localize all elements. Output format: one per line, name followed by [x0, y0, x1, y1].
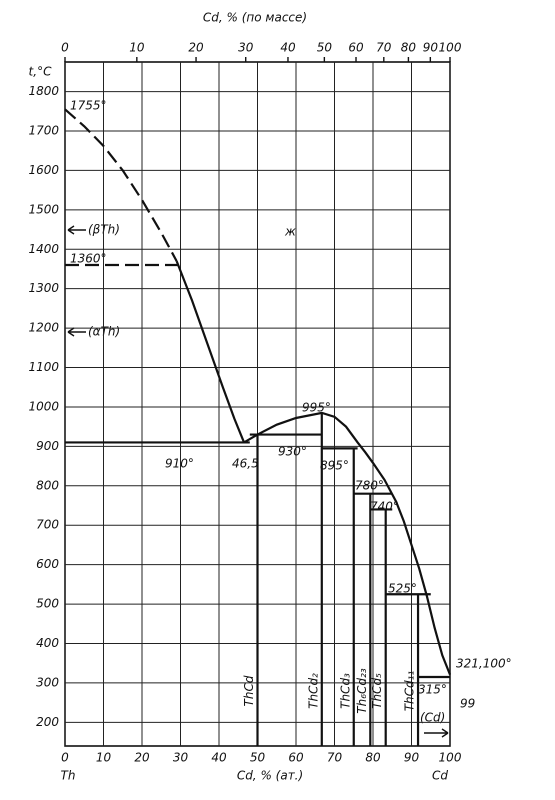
annotation: 930° — [278, 445, 307, 459]
x2-tick-label: 10 — [129, 41, 145, 55]
y-tick-label: 800 — [36, 478, 59, 492]
x2-tick-label: 90 — [423, 41, 439, 55]
x2-axis-label: Cd, % (по массе) — [203, 11, 307, 25]
y-tick-label: 700 — [36, 518, 59, 532]
arrow — [67, 225, 86, 235]
x2-tick-label: 100 — [439, 41, 462, 55]
compound-label: ThCd₅ — [370, 673, 384, 709]
y-tick-label: 200 — [36, 715, 59, 729]
x2-tick-label: 60 — [348, 41, 364, 55]
x2-tick-label: 20 — [188, 41, 204, 55]
phase-line — [243, 411, 452, 676]
x2-tick-label: 30 — [238, 41, 254, 55]
x-tick-label: 10 — [96, 751, 112, 765]
y-tick-label: 1000 — [28, 399, 59, 413]
y-tick-label: 1200 — [28, 321, 59, 335]
x2-tick-label: 70 — [376, 41, 392, 55]
x-tick-label: 50 — [250, 751, 266, 765]
phase-line — [64, 108, 178, 262]
compound-label: ThCd₃ — [338, 673, 352, 709]
compound-label: Th₆Cd₂₃ — [355, 668, 369, 714]
x2-tick-label: 80 — [401, 41, 417, 55]
y-tick-label: 1300 — [28, 281, 59, 295]
y-tick-label: 1500 — [28, 202, 59, 216]
annotation: (Cd) — [420, 711, 445, 725]
annotation: 99 — [460, 697, 475, 711]
compound-label: ThCd₂ — [306, 673, 320, 709]
annotation: 525° — [388, 582, 417, 596]
y-tick-label: 300 — [36, 675, 59, 689]
annotation: ж — [284, 225, 296, 239]
y-tick-label: 900 — [36, 439, 59, 453]
x-tick-label: 20 — [134, 751, 150, 765]
y-tick-label: 1600 — [28, 163, 59, 177]
annotation: 315° — [418, 683, 447, 697]
left-end-label: Th — [61, 769, 76, 783]
y-tick-label: 1800 — [28, 84, 59, 98]
compound-label: ThCd₁₁ — [403, 671, 417, 712]
x-tick-label: 30 — [173, 751, 189, 765]
annotation: (αTh) — [88, 325, 120, 339]
arrow — [424, 728, 449, 738]
y-tick-label: 400 — [36, 636, 59, 650]
x-tick-label: 70 — [327, 751, 343, 765]
annotation: 46,5 — [232, 457, 259, 471]
annotation: 740° — [370, 500, 399, 514]
x2-tick-label: 0 — [61, 41, 69, 55]
annotation: 1360° — [70, 252, 107, 266]
y-tick-label: 1700 — [28, 123, 59, 137]
x-axis-label: Cd, % (ат.) — [237, 769, 303, 783]
x-tick-label: 90 — [404, 751, 420, 765]
x-tick-label: 100 — [439, 751, 462, 765]
x2-tick-label: 40 — [280, 41, 296, 55]
y-tick-label: 1100 — [28, 360, 59, 374]
y-tick-label: 600 — [36, 557, 59, 571]
annotation: 321,100° — [456, 657, 512, 671]
x2-tick-label: 50 — [317, 41, 333, 55]
y-tick-label: 1400 — [28, 242, 59, 256]
annotation: 910° — [165, 457, 194, 471]
y-axis-label: t,°C — [29, 65, 53, 79]
annotation: 995° — [302, 401, 331, 415]
x-tick-label: 60 — [288, 751, 304, 765]
y-tick-label: 500 — [36, 597, 59, 611]
x-tick-label: 80 — [365, 751, 381, 765]
arrow — [67, 327, 86, 337]
x-tick-label: 0 — [61, 751, 69, 765]
phase-line — [175, 260, 246, 443]
right-end-label: Cd — [432, 769, 448, 783]
annotation: 1755° — [70, 99, 107, 113]
compound-label: ThCd — [242, 675, 256, 706]
x-tick-label: 40 — [211, 751, 227, 765]
